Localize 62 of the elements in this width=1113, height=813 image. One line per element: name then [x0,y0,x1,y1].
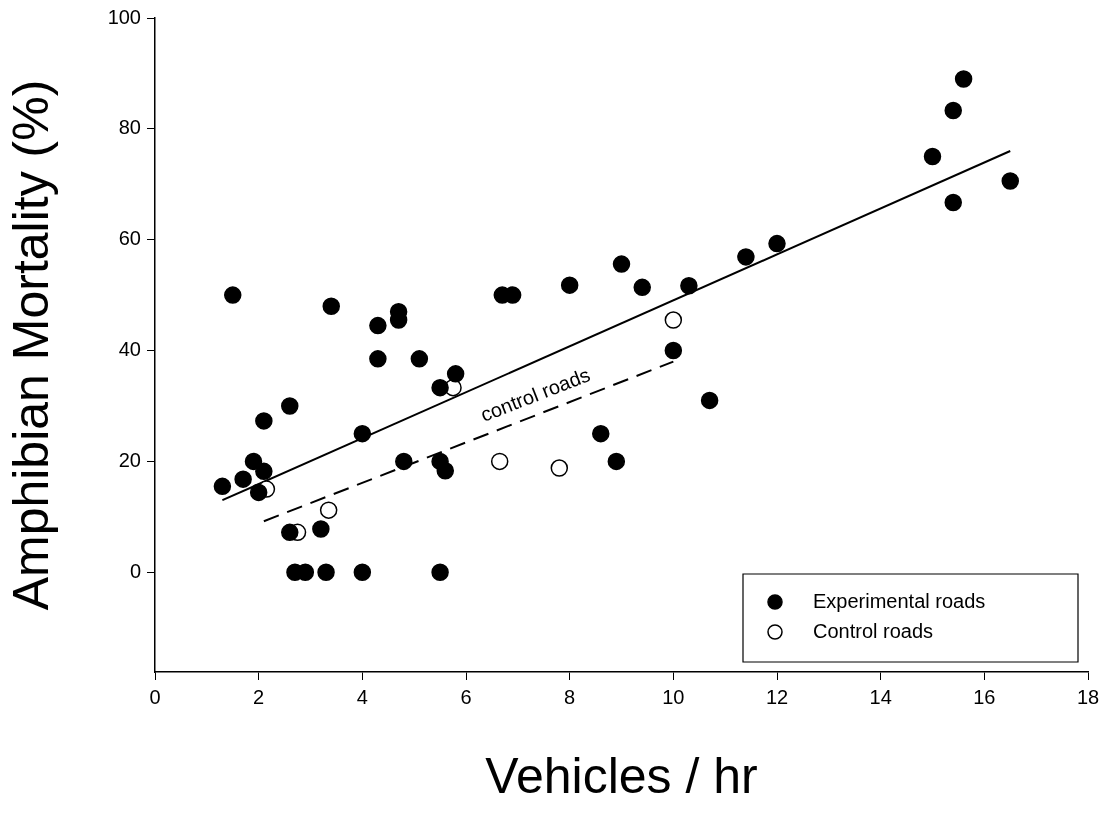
point [612,255,631,273]
point [369,350,387,368]
point [369,316,387,335]
point [431,378,449,397]
point [768,234,786,253]
point [213,477,232,496]
point [281,397,299,415]
point [319,501,338,519]
point [607,452,626,471]
point [560,276,579,294]
point [944,193,962,212]
point [395,452,413,471]
legend-label: Experimental roads [813,589,986,612]
point [234,470,252,488]
point [592,424,610,443]
point [550,459,569,477]
annotation: control roads [477,363,594,426]
x-tick-label: 8 [564,685,576,708]
point [944,101,962,120]
point [490,452,509,471]
point [436,462,455,480]
y-tick-label: 40 [118,338,141,361]
point [317,563,335,581]
x-tick-label: 14 [869,685,892,708]
x-tick-label: 6 [460,685,472,708]
point [737,248,755,266]
y-tick-label: 100 [107,5,141,28]
y-tick-label: 60 [118,227,141,250]
x-tick-label: 10 [662,685,685,708]
point [410,350,429,368]
point [224,286,242,304]
point [353,563,372,581]
point [954,70,973,88]
point [633,278,651,297]
point [664,311,683,329]
x-axis-title: Vehicles / hr [485,747,758,804]
point [255,462,273,481]
y-tick-label: 0 [129,559,141,582]
point [680,276,698,295]
point [353,424,372,443]
y-axis-title: Amphibian Mortality (%) [2,79,59,611]
y-tick-label: 80 [118,116,141,139]
point [1001,172,1019,190]
point [249,483,268,502]
point [281,523,299,542]
legend-label: Control roads [813,619,934,642]
x-tick-label: 12 [765,685,789,708]
point [244,452,263,471]
point [446,365,465,383]
x-tick-label: 4 [356,685,368,708]
point [664,341,683,360]
point [923,147,942,166]
x-tick-label: 18 [1076,685,1100,708]
y-tick-label: 20 [118,448,141,471]
x-tick-label: 16 [973,685,996,708]
point [700,391,719,410]
x-tick-label: 0 [149,685,161,708]
point [312,520,330,538]
point [255,412,273,430]
x-tick-label: 2 [253,685,265,708]
point [322,297,340,315]
point [431,563,449,581]
